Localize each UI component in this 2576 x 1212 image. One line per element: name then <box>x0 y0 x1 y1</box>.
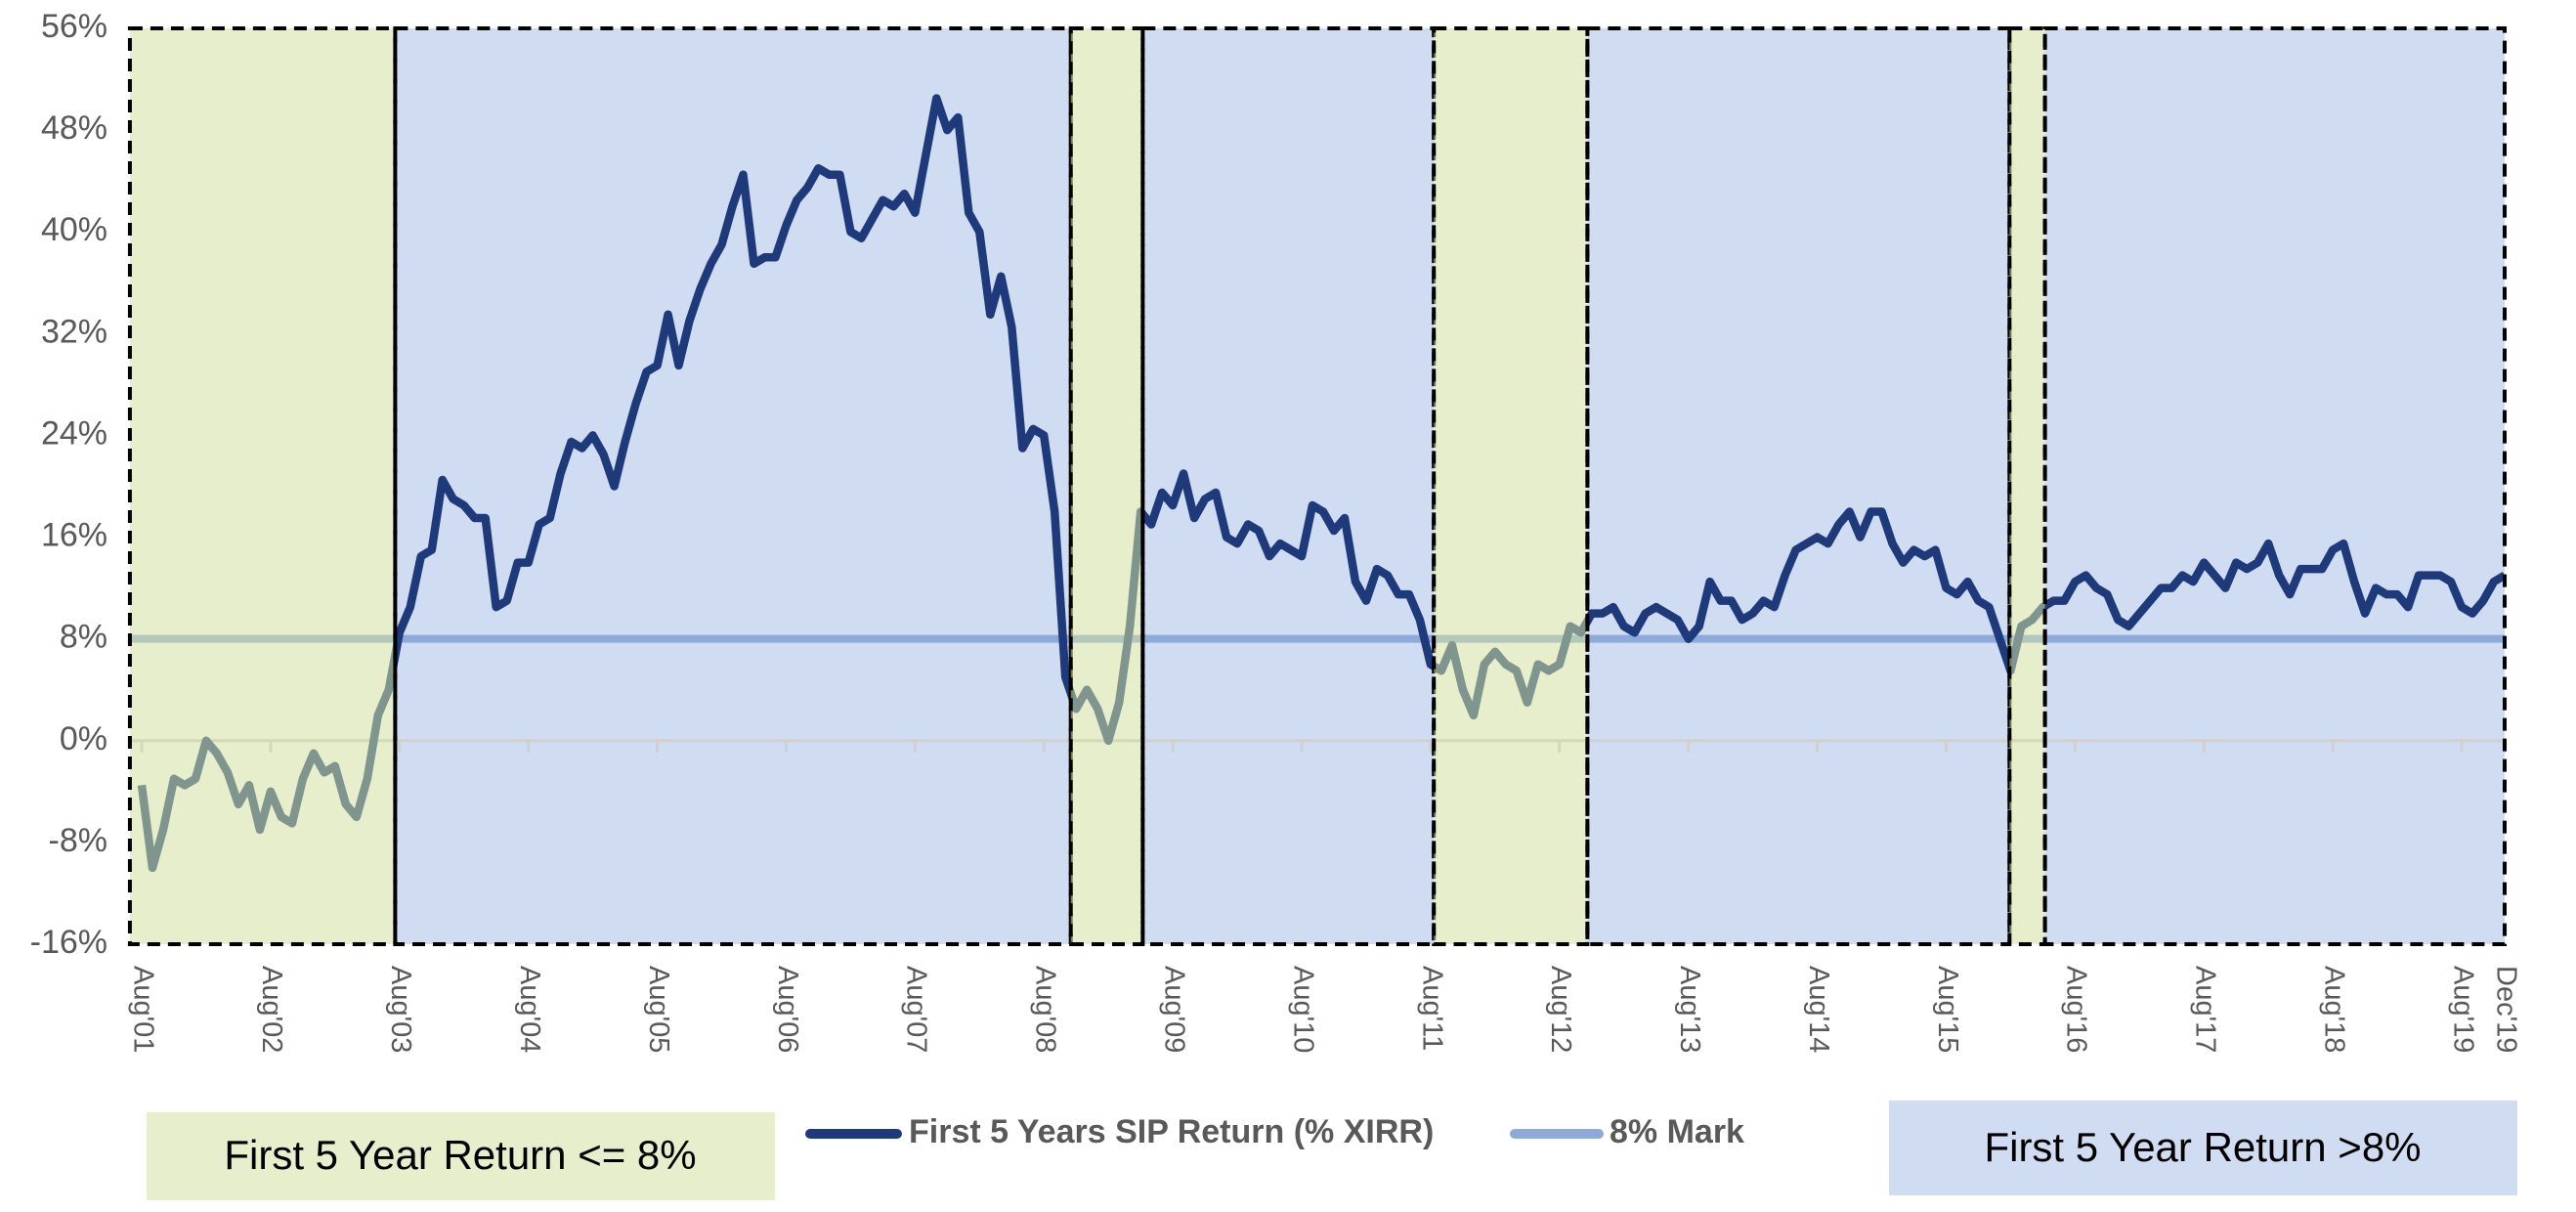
x-tick-label: Aug'01 <box>127 966 158 1053</box>
x-tick-label: Aug'19 <box>2447 966 2478 1053</box>
y-tick-label: 8% <box>60 619 107 656</box>
y-tick-label: 56% <box>41 8 107 45</box>
period-band <box>1070 28 1143 944</box>
period-band <box>1142 28 1435 944</box>
x-tick-label: Aug'05 <box>643 966 674 1053</box>
x-tick-label: Aug'13 <box>1674 966 1705 1053</box>
x-tick-label: Aug'03 <box>385 966 416 1053</box>
legend-box <box>1889 1101 2517 1195</box>
x-tick-label: Aug'12 <box>1545 966 1576 1053</box>
period-band <box>2044 28 2505 944</box>
x-tick-label: Aug'08 <box>1030 966 1061 1053</box>
period-band <box>1434 28 1588 944</box>
legend-label: First 5 Years SIP Return (% XIRR) <box>909 1113 1434 1150</box>
y-tick-label: -16% <box>30 924 107 961</box>
legend-box <box>147 1112 775 1200</box>
period-band <box>129 28 396 944</box>
y-tick-label: 48% <box>41 109 107 147</box>
x-tick-label: Aug'11 <box>1416 966 1447 1051</box>
x-tick-label: Aug'02 <box>256 966 287 1053</box>
legend-box-label: First 5 Year Return >8% <box>1984 1124 2421 1170</box>
x-tick-label: Aug'09 <box>1158 966 1189 1053</box>
x-tick-label: Aug'18 <box>2318 966 2349 1053</box>
x-tick-label: Aug'14 <box>1803 966 1834 1053</box>
period-border <box>1585 26 2012 946</box>
period-border <box>2042 26 2508 946</box>
x-tick-label: Aug'16 <box>2061 966 2092 1053</box>
period-border <box>127 26 398 946</box>
x-tick-label: Aug'17 <box>2190 966 2221 1053</box>
x-tick-label: Dec'19 <box>2490 966 2521 1053</box>
period-border <box>2007 26 2047 946</box>
y-tick-label: 0% <box>60 720 107 758</box>
series-line <box>137 94 2508 873</box>
y-tick-label: 16% <box>41 517 107 554</box>
legend-label: 8% Mark <box>1610 1113 1744 1150</box>
period-band <box>395 28 1071 944</box>
x-tick-label: Aug'04 <box>514 966 545 1053</box>
x-tick-label: Aug'15 <box>1932 966 1963 1053</box>
period-band <box>2009 28 2045 944</box>
y-tick-label: 40% <box>41 211 107 248</box>
x-tick-label: Aug'10 <box>1287 966 1318 1053</box>
legend-box-label: First 5 Year Return <= 8% <box>224 1132 696 1178</box>
y-tick-label: 32% <box>41 313 107 350</box>
period-band <box>1587 28 2010 944</box>
y-tick-label: -8% <box>49 822 107 859</box>
x-tick-label: Aug'06 <box>772 966 803 1053</box>
x-tick-label: Aug'07 <box>901 966 932 1053</box>
y-tick-label: 24% <box>41 414 107 452</box>
